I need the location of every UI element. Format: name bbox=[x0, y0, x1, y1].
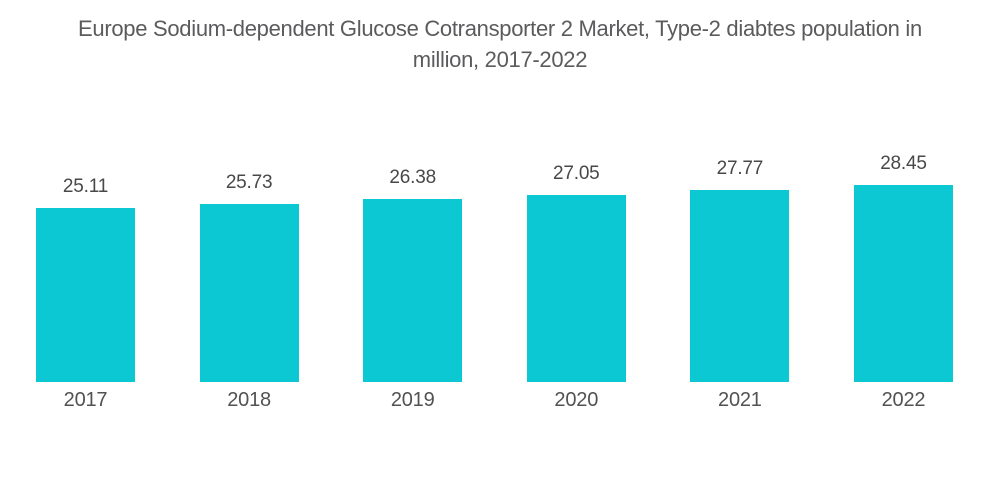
x-axis-tick-label: 2018 bbox=[227, 389, 271, 411]
chart-title: Europe Sodium-dependent Glucose Cotransp… bbox=[0, 13, 1000, 75]
bar-column: 28.45 2022 bbox=[853, 141, 953, 411]
chart-title-line-1: Europe Sodium-dependent Glucose Cotransp… bbox=[78, 16, 922, 41]
bar-plot-area: 25.11 2017 25.73 2018 26.38 2019 27.05 2… bbox=[36, 141, 953, 411]
chart-title-line-2: million, 2017-2022 bbox=[412, 47, 588, 72]
bar-value-label: 28.45 bbox=[880, 153, 927, 174]
bar bbox=[199, 203, 299, 382]
bar bbox=[36, 208, 135, 382]
bar-value-label: 27.05 bbox=[553, 162, 600, 184]
bar-value-label: 27.77 bbox=[716, 157, 764, 179]
bar-value-label: 25.73 bbox=[225, 171, 273, 193]
bar bbox=[526, 194, 626, 382]
bar-value-label: 26.38 bbox=[389, 167, 436, 189]
bar-column: 27.77 2021 bbox=[690, 141, 790, 411]
x-axis-tick-label: 2020 bbox=[554, 389, 599, 411]
bar bbox=[853, 185, 953, 382]
x-axis-tick-label: 2017 bbox=[63, 389, 108, 411]
bar bbox=[690, 189, 790, 382]
bar-column: 26.38 2019 bbox=[363, 141, 463, 411]
bar-column: 25.11 2017 bbox=[36, 141, 135, 411]
bar bbox=[363, 199, 463, 382]
bar-column: 27.05 2020 bbox=[526, 141, 626, 411]
x-axis-tick-label: 2019 bbox=[390, 389, 435, 411]
bar-column: 25.73 2018 bbox=[199, 141, 299, 411]
x-axis-tick-label: 2021 bbox=[718, 389, 762, 411]
x-axis-tick-label: 2022 bbox=[881, 389, 926, 411]
bar-value-label: 25.11 bbox=[62, 176, 109, 198]
